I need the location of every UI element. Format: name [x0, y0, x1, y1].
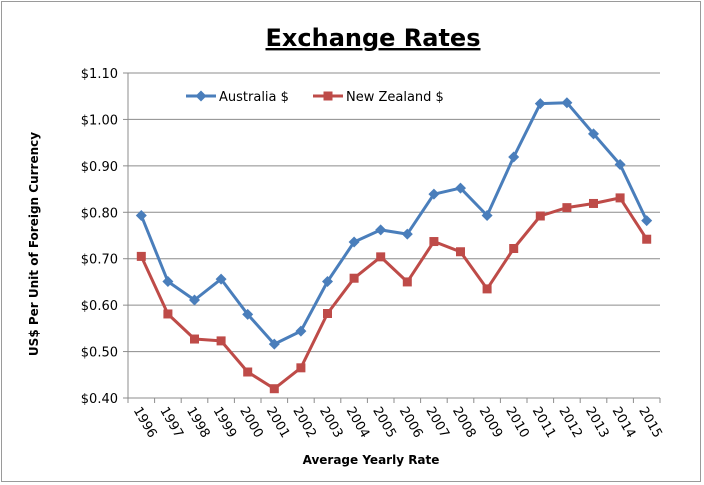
- x-tick-label: 1998: [183, 405, 213, 441]
- data-point: [162, 275, 174, 287]
- series-lines: [135, 97, 653, 394]
- y-tick-label: $0.90: [81, 160, 118, 175]
- data-point: [348, 236, 360, 248]
- x-tick-label: 2006: [396, 405, 426, 441]
- x-tick-label: 2015: [635, 405, 665, 441]
- x-tick-label: 2010: [502, 405, 532, 441]
- data-point: [216, 336, 226, 346]
- data-point: [163, 309, 173, 319]
- data-point: [322, 275, 333, 287]
- y-axis-title: US$ Per Unit of Foreign Currency: [27, 132, 41, 356]
- chart-title: Exchange Rates: [266, 24, 481, 52]
- gridlines: [128, 72, 660, 399]
- data-point: [296, 363, 306, 373]
- axes: [127, 73, 660, 399]
- x-tick-label: 2008: [449, 405, 479, 441]
- x-tick-label: 2007: [422, 405, 452, 441]
- data-point: [589, 198, 598, 208]
- y-tick-label: $0.50: [81, 346, 118, 361]
- x-axis-title: Average Yearly Rate: [303, 453, 440, 467]
- data-point: [562, 203, 572, 213]
- legend-marker: [195, 90, 207, 102]
- x-tick-label: 2000: [236, 405, 266, 441]
- x-tick-label: 2003: [316, 405, 346, 441]
- x-tick-label: 1996: [130, 405, 160, 441]
- data-point: [190, 334, 199, 344]
- legend-label: New Zealand $: [346, 90, 444, 105]
- x-tick-label: 1997: [156, 405, 186, 441]
- data-point: [268, 338, 280, 350]
- y-tick-label: $0.40: [81, 392, 118, 407]
- data-point: [614, 158, 626, 170]
- data-point: [401, 228, 413, 240]
- series-line-0: [139, 101, 649, 346]
- y-tick-label: $1.10: [81, 67, 118, 82]
- data-point: [509, 244, 519, 253]
- data-point: [428, 188, 440, 200]
- x-tick-label: 2013: [582, 405, 612, 441]
- x-tick-label: 2004: [343, 405, 373, 441]
- data-point: [269, 384, 279, 394]
- y-tick-label: $0.80: [81, 206, 118, 221]
- data-point: [135, 210, 147, 222]
- data-point: [508, 151, 520, 163]
- data-point: [349, 273, 359, 283]
- data-point: [588, 128, 599, 140]
- data-point: [615, 193, 625, 203]
- data-point: [295, 325, 307, 337]
- data-point: [215, 273, 227, 285]
- data-point: [535, 211, 545, 221]
- data-point: [402, 277, 412, 287]
- x-tick-label: 2001: [263, 405, 293, 441]
- data-point: [429, 237, 439, 247]
- x-tick-label: 2005: [369, 405, 399, 441]
- data-point: [482, 284, 492, 294]
- data-point: [456, 247, 465, 257]
- data-point: [323, 309, 332, 318]
- legend-label: Australia $: [219, 90, 289, 105]
- data-point: [561, 97, 573, 109]
- x-axis-ticks: 1996199719981999200020012002200320042005…: [127, 398, 665, 441]
- data-point: [242, 308, 254, 320]
- x-tick-label: 2014: [609, 405, 639, 441]
- y-axis-ticks: $0.40 $0.50 $0.60 $0.70 $0.80 $0.90 $1.00 $1.10: [81, 67, 128, 407]
- data-point: [376, 252, 386, 262]
- y-tick-label: $0.60: [81, 299, 118, 314]
- data-point: [189, 294, 200, 306]
- x-tick-label: 2002: [289, 405, 319, 441]
- legend: Australia $ New Zealand $: [186, 90, 444, 105]
- data-point: [641, 215, 653, 227]
- data-point: [375, 224, 387, 236]
- series-line-1: [139, 196, 648, 391]
- x-tick-label: 1999: [210, 405, 240, 441]
- x-tick-label: 2012: [555, 405, 585, 441]
- data-point: [455, 182, 466, 194]
- data-point: [534, 98, 546, 110]
- legend-marker: [323, 91, 333, 101]
- x-tick-label: 2009: [476, 405, 506, 441]
- data-point: [136, 251, 146, 261]
- data-point: [642, 234, 652, 244]
- y-tick-label: $1.00: [81, 113, 118, 128]
- data-point: [243, 367, 253, 377]
- x-tick-label: 2011: [529, 405, 559, 441]
- data-point: [481, 210, 493, 222]
- y-tick-label: $0.70: [81, 253, 118, 268]
